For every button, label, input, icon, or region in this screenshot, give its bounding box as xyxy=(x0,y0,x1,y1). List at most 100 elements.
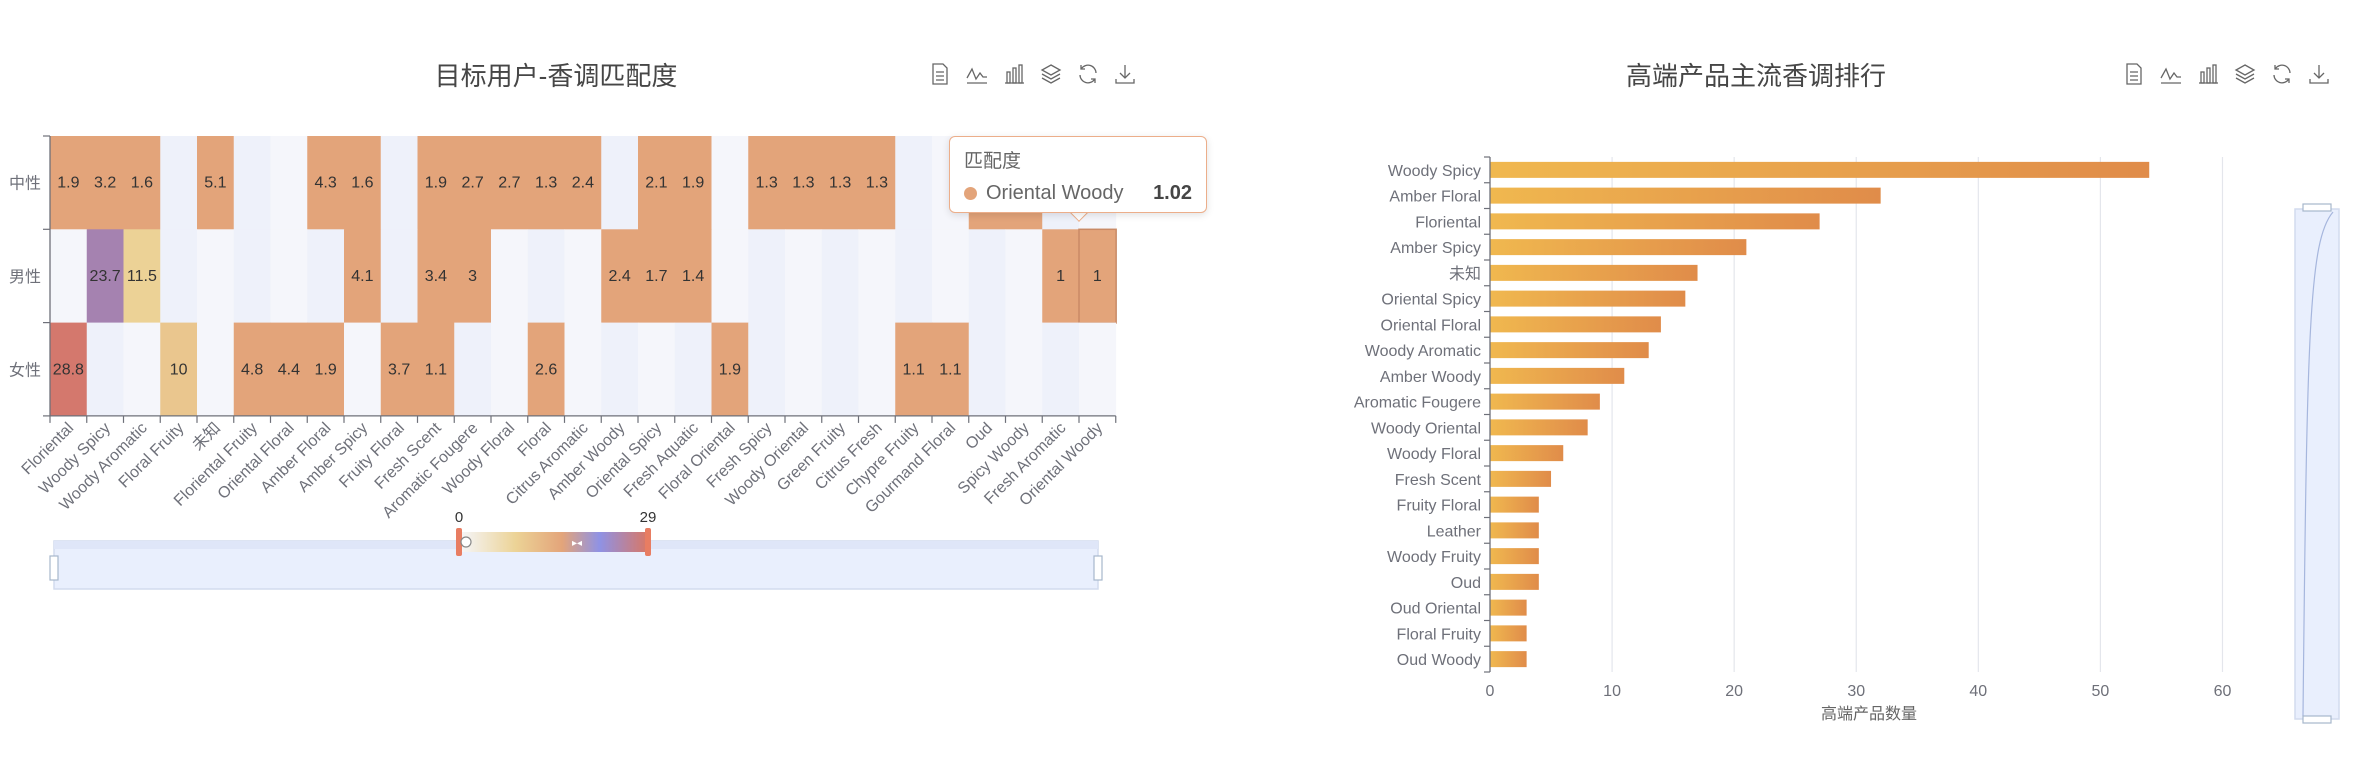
heatmap-cell[interactable] xyxy=(858,229,896,323)
heatmap-cell[interactable] xyxy=(86,229,124,323)
heatmap-cell[interactable] xyxy=(527,229,565,323)
heatmap-cell[interactable] xyxy=(638,322,676,417)
bar[interactable] xyxy=(1490,599,1527,616)
bar[interactable] xyxy=(1490,625,1527,642)
bar[interactable] xyxy=(1490,367,1625,384)
heatmap-cell[interactable] xyxy=(785,322,823,417)
heatmap-cell[interactable] xyxy=(50,229,88,323)
heatmap-cell[interactable] xyxy=(86,136,124,230)
bar[interactable] xyxy=(1490,161,2150,178)
line-chart-icon[interactable] xyxy=(965,62,989,86)
heatmap-cell[interactable] xyxy=(1005,229,1043,323)
bar-chart-icon[interactable] xyxy=(2196,62,2220,86)
heatmap-cell[interactable] xyxy=(123,229,161,323)
datazoom-handle-left[interactable] xyxy=(49,555,59,581)
download-icon[interactable] xyxy=(2307,62,2331,86)
heatmap-cell[interactable] xyxy=(344,229,382,323)
heatmap-cell[interactable] xyxy=(233,322,271,417)
bar[interactable] xyxy=(1490,316,1661,333)
download-icon[interactable] xyxy=(1113,62,1137,86)
heatmap-cell[interactable] xyxy=(601,136,639,230)
heatmap-cell[interactable] xyxy=(270,136,308,230)
visual-map[interactable]: 0 29 ▸◂ xyxy=(445,510,665,560)
heatmap-cell[interactable] xyxy=(417,136,455,230)
restore-icon[interactable] xyxy=(2270,62,2294,86)
heatmap-cell[interactable] xyxy=(380,322,418,417)
visual-map-bar[interactable] xyxy=(460,532,646,552)
stack-icon[interactable] xyxy=(2233,62,2257,86)
heatmap-cell[interactable] xyxy=(1078,228,1117,324)
heatmap-cell[interactable] xyxy=(895,136,933,230)
heatmap-cell[interactable] xyxy=(748,229,786,323)
bar[interactable] xyxy=(1490,342,1649,359)
heatmap-cell[interactable] xyxy=(344,136,382,230)
heatmap-cell[interactable] xyxy=(674,229,712,323)
heatmap-cell[interactable] xyxy=(527,322,565,417)
bar[interactable] xyxy=(1490,290,1686,307)
heatmap-cell[interactable] xyxy=(968,229,1006,323)
heatmap-cell[interactable] xyxy=(821,322,859,417)
data-view-icon[interactable] xyxy=(928,62,952,86)
heatmap-cell[interactable] xyxy=(601,322,639,417)
heatmap-cell[interactable] xyxy=(785,136,823,230)
vertical-datazoom-handle-top[interactable] xyxy=(2302,203,2332,212)
heatmap-cell[interactable] xyxy=(454,136,492,230)
heatmap-cell[interactable] xyxy=(895,322,933,417)
heatmap-cell[interactable] xyxy=(123,322,161,417)
heatmap-cell[interactable] xyxy=(417,229,455,323)
heatmap-cell[interactable] xyxy=(160,322,198,417)
heatmap-cell[interactable] xyxy=(711,229,749,323)
heatmap-cell[interactable] xyxy=(895,229,933,323)
bar[interactable] xyxy=(1490,213,1820,230)
heatmap-cell[interactable] xyxy=(785,229,823,323)
bar[interactable] xyxy=(1490,419,1588,436)
heatmap-cell[interactable] xyxy=(748,136,786,230)
heatmap-cell[interactable] xyxy=(123,136,161,230)
heatmap-cell[interactable] xyxy=(674,136,712,230)
heatmap-cell[interactable] xyxy=(564,322,602,417)
heatmap-cell[interactable] xyxy=(344,322,382,417)
datazoom-handle-right[interactable] xyxy=(1093,555,1103,581)
bar[interactable] xyxy=(1490,548,1539,565)
heatmap-cell[interactable] xyxy=(233,229,271,323)
bar-chart-icon[interactable] xyxy=(1002,62,1026,86)
heatmap-cell[interactable] xyxy=(674,322,712,417)
heatmap-cell[interactable] xyxy=(86,322,124,417)
heatmap-cell[interactable] xyxy=(564,229,602,323)
stack-icon[interactable] xyxy=(1039,62,1063,86)
heatmap-cell[interactable] xyxy=(491,229,529,323)
heatmap-cell[interactable] xyxy=(821,229,859,323)
heatmap-cell[interactable] xyxy=(454,229,492,323)
heatmap-cell[interactable] xyxy=(638,229,676,323)
heatmap-cell[interactable] xyxy=(417,322,455,417)
heatmap-cell[interactable] xyxy=(160,136,198,230)
heatmap-cell[interactable] xyxy=(50,136,88,230)
bar[interactable] xyxy=(1490,470,1552,487)
heatmap-cell[interactable] xyxy=(858,322,896,417)
heatmap-cell[interactable] xyxy=(50,322,88,417)
heatmap-cell[interactable] xyxy=(380,229,418,323)
visual-map-handle-right[interactable] xyxy=(645,528,651,556)
bar[interactable] xyxy=(1490,264,1698,281)
heatmap-cell[interactable] xyxy=(270,322,308,417)
vertical-datazoom-handle-bottom[interactable] xyxy=(2302,715,2332,724)
heatmap-cell[interactable] xyxy=(233,136,271,230)
heatmap-cell[interactable] xyxy=(491,136,529,230)
heatmap-cell[interactable] xyxy=(1042,322,1080,417)
heatmap-cell[interactable] xyxy=(454,322,492,417)
heatmap-cell[interactable] xyxy=(821,136,859,230)
heatmap-cell[interactable] xyxy=(197,229,235,323)
heatmap-cell[interactable] xyxy=(932,322,970,417)
heatmap-cell[interactable] xyxy=(491,322,529,417)
heatmap-cell[interactable] xyxy=(932,229,970,323)
heatmap-cell[interactable] xyxy=(270,229,308,323)
bar[interactable] xyxy=(1490,651,1527,668)
heatmap-cell[interactable] xyxy=(1042,229,1080,323)
heatmap-cell[interactable] xyxy=(307,322,345,417)
heatmap-cell[interactable] xyxy=(968,322,1006,417)
heatmap-cell[interactable] xyxy=(748,322,786,417)
heatmap-cell[interactable] xyxy=(160,229,198,323)
restore-icon[interactable] xyxy=(1076,62,1100,86)
heatmap-cell[interactable] xyxy=(711,136,749,230)
heatmap-cell[interactable] xyxy=(307,136,345,230)
